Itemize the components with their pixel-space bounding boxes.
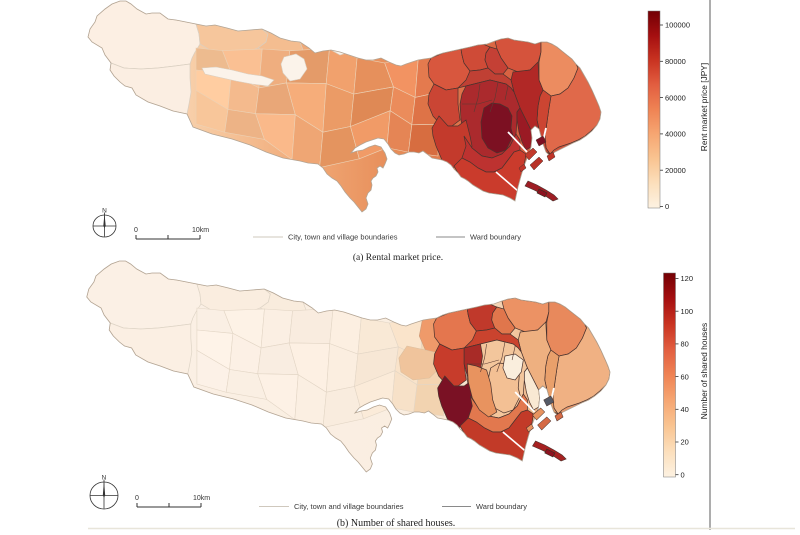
svg-text:N: N [102,475,107,482]
svg-text:0: 0 [665,202,669,211]
svg-text:80000: 80000 [665,57,686,66]
svg-text:10km: 10km [192,227,209,234]
svg-text:N: N [102,208,107,215]
svg-text:80: 80 [681,340,689,349]
svg-text:Ward boundary: Ward boundary [476,502,527,511]
svg-text:Number of shared houses: Number of shared houses [699,323,709,419]
svg-text:0: 0 [134,227,138,234]
svg-text:Rent market price [JPY]: Rent market price [JPY] [699,63,709,151]
svg-text:(b) Number of shared houses.: (b) Number of shared houses. [337,518,456,529]
svg-text:20: 20 [681,438,689,447]
svg-text:100000: 100000 [665,21,690,30]
svg-text:120: 120 [681,274,694,283]
svg-text:Ward boundary: Ward boundary [470,233,521,242]
svg-text:City, town and village boundar: City, town and village boundaries [288,233,398,242]
svg-text:60: 60 [681,372,689,381]
svg-text:City, town and village boundar: City, town and village boundaries [294,502,404,511]
svg-text:(a) Rental market price.: (a) Rental market price. [353,252,443,263]
svg-text:0: 0 [135,495,139,502]
svg-text:40: 40 [681,405,689,414]
svg-text:0: 0 [681,470,685,479]
svg-text:20000: 20000 [665,166,686,175]
svg-text:10km: 10km [193,495,210,502]
svg-text:100: 100 [681,307,694,316]
svg-text:40000: 40000 [665,130,686,139]
svg-text:60000: 60000 [665,93,686,102]
